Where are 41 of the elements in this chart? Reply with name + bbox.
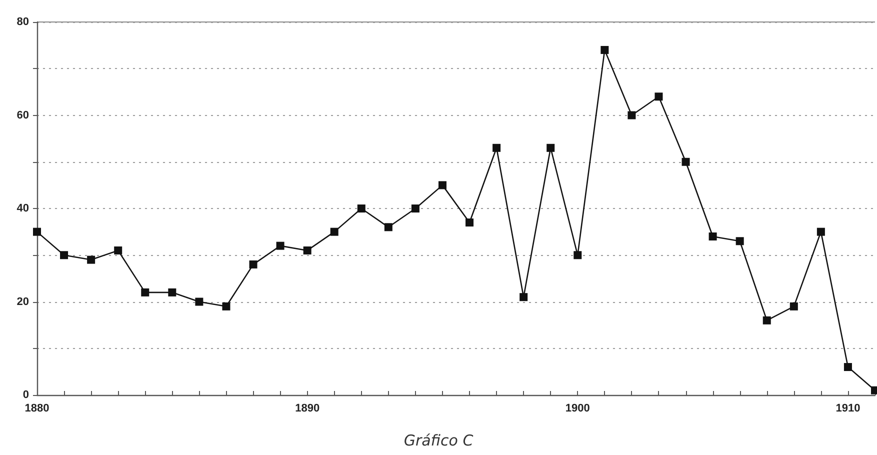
- point: [141, 288, 150, 296]
- point: [466, 218, 474, 226]
- point: [357, 204, 366, 212]
- y-tick-label: 40: [16, 202, 29, 214]
- x-tick-label: 1890: [295, 402, 320, 414]
- point: [384, 223, 392, 232]
- x-tick-label: 1900: [565, 402, 590, 414]
- point: [438, 181, 446, 190]
- text: Gráfico C: [404, 432, 474, 450]
- point: [303, 246, 312, 254]
- point: [816, 228, 825, 236]
- point: [60, 251, 68, 260]
- point: [33, 228, 41, 236]
- point: [600, 46, 609, 54]
- point: [249, 260, 258, 268]
- point: [708, 232, 717, 240]
- point: [628, 111, 636, 120]
- point: [844, 363, 852, 372]
- point: [736, 237, 744, 246]
- point: [654, 92, 663, 101]
- x-tick-label: 1910: [836, 402, 860, 414]
- point: [195, 298, 204, 306]
- point: [520, 293, 528, 302]
- point: [790, 302, 798, 310]
- point: [574, 251, 582, 260]
- point: [222, 302, 230, 310]
- y-tick-label: 0: [22, 389, 29, 401]
- point: [87, 256, 96, 264]
- point: [168, 288, 176, 296]
- y-tick-label: 80: [16, 16, 29, 28]
- point: [276, 242, 284, 250]
- point: [682, 158, 690, 166]
- y-tick-label: 20: [16, 296, 29, 308]
- point: [411, 204, 420, 212]
- point: [114, 246, 122, 254]
- x-tick-label: 1880: [24, 402, 50, 414]
- y-tick-label: 60: [16, 109, 29, 122]
- point: [330, 228, 338, 236]
- point: [546, 144, 555, 152]
- point: [492, 144, 501, 152]
- point: [762, 316, 771, 324]
